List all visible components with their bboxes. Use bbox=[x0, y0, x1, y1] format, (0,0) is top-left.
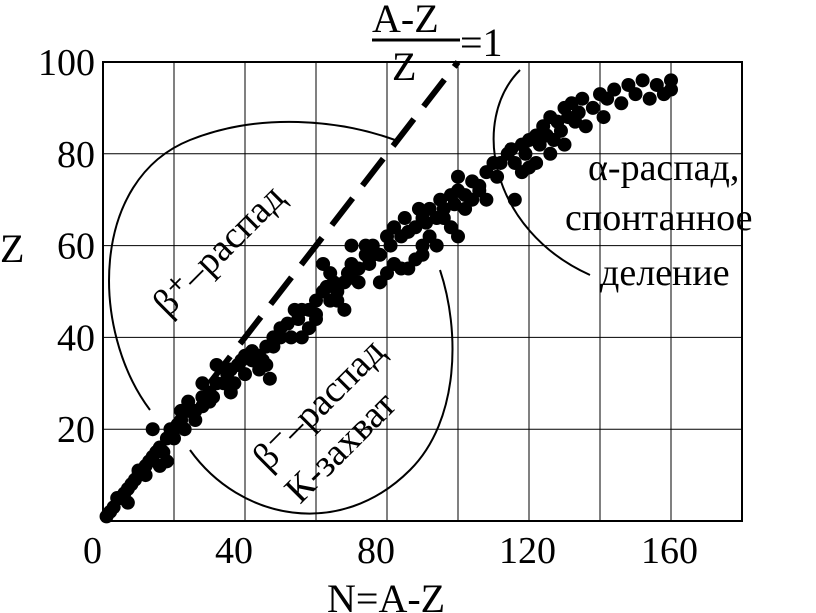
nuclide-point bbox=[415, 247, 430, 262]
alpha-label-line3: деление bbox=[600, 252, 730, 294]
nuclide-point bbox=[266, 339, 281, 354]
nuclide-point bbox=[223, 385, 238, 400]
nuclide-point bbox=[238, 367, 252, 382]
nuclide-point bbox=[316, 256, 331, 271]
nuclide-point bbox=[543, 146, 558, 161]
nuclide-point bbox=[383, 238, 398, 253]
nuclide-point bbox=[642, 91, 657, 106]
x-axis-label: N=A-Z bbox=[327, 576, 445, 613]
nuclide-point bbox=[145, 422, 160, 437]
nuclide-point bbox=[628, 87, 643, 102]
nuclide-point bbox=[284, 330, 299, 345]
nuclide-point bbox=[358, 238, 373, 253]
nuclide-point bbox=[575, 91, 590, 106]
nuclide-point bbox=[280, 316, 295, 331]
nuclide-point bbox=[181, 394, 196, 409]
nuclide-point bbox=[614, 96, 629, 111]
nuclide-point bbox=[120, 495, 135, 510]
nuclide-point bbox=[419, 215, 434, 230]
x-tick-label: 0 bbox=[83, 530, 102, 572]
ratio-value: =1 bbox=[460, 20, 503, 65]
ratio-denominator: Z bbox=[392, 44, 416, 89]
nuclide-point bbox=[337, 302, 352, 317]
ratio-numerator: A-Z bbox=[372, 0, 439, 41]
nuclide-point bbox=[344, 238, 359, 253]
reference-line-n-equals-z bbox=[207, 60, 461, 386]
x-tick-label: 80 bbox=[357, 530, 395, 572]
nuclide-point bbox=[167, 431, 181, 446]
nuclide-point bbox=[387, 256, 402, 271]
nuclide-point bbox=[206, 390, 221, 405]
nuclide-point bbox=[529, 155, 544, 170]
y-tick-label: 60 bbox=[57, 226, 95, 268]
nuclide-point bbox=[429, 238, 444, 253]
nuclide-point bbox=[557, 137, 572, 152]
nuclide-point bbox=[518, 146, 533, 161]
nuclide-point bbox=[451, 169, 465, 184]
y-tick-label: 20 bbox=[57, 409, 95, 451]
nuclide-point bbox=[571, 105, 586, 120]
nuclide-point bbox=[578, 119, 593, 134]
beta-plus-region-arc bbox=[108, 120, 396, 411]
nuclide-point bbox=[397, 211, 412, 226]
nuclide-point bbox=[138, 468, 153, 483]
nuclide-point bbox=[152, 458, 167, 473]
nuclide-point bbox=[252, 362, 267, 377]
nuclide-point bbox=[596, 110, 611, 125]
y-tick-label: 40 bbox=[57, 317, 95, 359]
grid bbox=[102, 61, 743, 522]
nuclide-point bbox=[351, 275, 366, 290]
alpha-region-arc bbox=[492, 69, 591, 276]
y-tick-label: 100 bbox=[38, 42, 95, 84]
y-axis-label: Z bbox=[0, 226, 24, 271]
plot-frame bbox=[102, 61, 743, 522]
nuclide-point bbox=[553, 123, 568, 138]
alpha-label-line1: α-распад, bbox=[588, 147, 739, 189]
nuclide-point bbox=[664, 73, 678, 88]
y-tick-label: 80 bbox=[57, 134, 95, 176]
x-tick-label: 40 bbox=[215, 530, 253, 572]
data-points bbox=[99, 73, 678, 524]
y-tick-labels: 20 40 60 80 100 bbox=[38, 42, 95, 451]
beta-minus-region-arc bbox=[189, 269, 454, 515]
nuclide-point bbox=[635, 73, 650, 88]
nuclide-point bbox=[447, 197, 462, 212]
nuclide-point bbox=[195, 376, 210, 391]
nuclide-point bbox=[309, 312, 323, 327]
nuclide-point bbox=[479, 192, 494, 207]
alpha-label-line2: спонтанное bbox=[565, 197, 752, 239]
nuclide-point bbox=[607, 82, 622, 97]
nuclide-point bbox=[262, 371, 277, 386]
nuclide-point bbox=[507, 192, 522, 207]
x-tick-label: 160 bbox=[641, 530, 698, 572]
nuclide-point bbox=[451, 229, 465, 244]
nuclide-point bbox=[177, 422, 192, 437]
nuclide-point bbox=[504, 142, 519, 157]
nuclide-point bbox=[351, 261, 366, 276]
x-tick-labels: 0 40 80 120 160 bbox=[83, 530, 698, 572]
x-tick-label: 120 bbox=[499, 530, 556, 572]
nuclide-point bbox=[514, 165, 529, 180]
nuclide-point bbox=[585, 100, 600, 115]
